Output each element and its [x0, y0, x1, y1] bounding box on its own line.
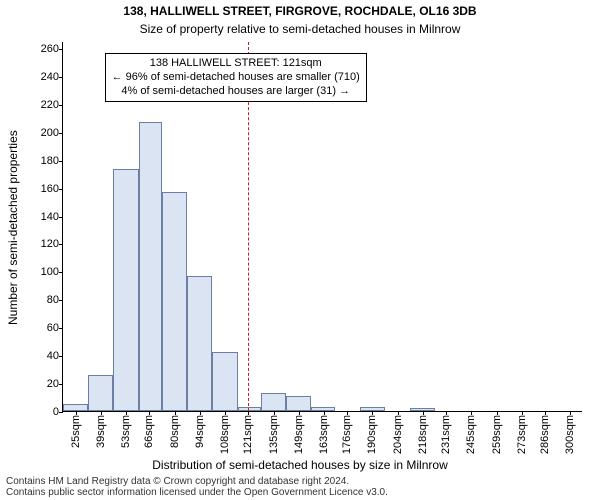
histogram-bar — [212, 352, 237, 411]
chart-container: 138, HALLIWELL STREET, FIRGROVE, ROCHDAL… — [0, 0, 600, 500]
chart-title-line1: 138, HALLIWELL STREET, FIRGROVE, ROCHDAL… — [0, 4, 600, 18]
x-tick-label: 273sqm — [516, 415, 528, 454]
x-tick-label: 39sqm — [95, 415, 107, 448]
x-tick-label: 190sqm — [366, 415, 378, 454]
x-tick-label: 176sqm — [341, 415, 353, 454]
x-tick-label: 149sqm — [293, 415, 305, 454]
x-tick-label: 300sqm — [564, 415, 576, 454]
y-tick-label: 120 — [41, 238, 59, 250]
y-axis-label: Number of semi-detached properties — [6, 130, 20, 325]
x-axis-label: Distribution of semi-detached houses by … — [0, 458, 600, 472]
x-tick-label: 25sqm — [70, 415, 82, 448]
y-tick-mark — [59, 49, 63, 50]
y-tick-label: 60 — [47, 322, 59, 334]
y-tick-label: 140 — [41, 211, 59, 223]
footer-line2: Contains public sector information licen… — [6, 487, 388, 498]
footer-line1: Contains HM Land Registry data © Crown c… — [6, 476, 388, 487]
x-tick-label: 135sqm — [268, 415, 280, 454]
x-tick-label: 204sqm — [392, 415, 404, 454]
histogram-bar — [63, 404, 88, 411]
histogram-bar — [360, 407, 385, 411]
x-tick-label: 286sqm — [539, 415, 551, 454]
x-tick-label: 121sqm — [242, 415, 254, 454]
y-tick-mark — [59, 161, 63, 162]
histogram-bar — [113, 169, 138, 411]
y-tick-mark — [59, 412, 63, 413]
y-tick-label: 40 — [47, 350, 59, 362]
y-tick-label: 100 — [41, 266, 59, 278]
y-tick-mark — [59, 105, 63, 106]
y-tick-label: 200 — [41, 127, 59, 139]
annotation-line: 138 HALLIWELL STREET: 121sqm — [112, 57, 360, 71]
y-tick-label: 260 — [41, 43, 59, 55]
y-tick-label: 240 — [41, 71, 59, 83]
histogram-bar — [187, 276, 212, 411]
y-tick-mark — [59, 384, 63, 385]
histogram-bar — [410, 408, 435, 411]
y-tick-label: 20 — [47, 378, 59, 390]
chart-title-line2: Size of property relative to semi-detach… — [0, 22, 600, 36]
y-tick-mark — [59, 217, 63, 218]
x-tick-label: 259sqm — [491, 415, 503, 454]
histogram-bar — [139, 122, 162, 411]
histogram-bar — [261, 393, 286, 411]
annotation-line: ← 96% of semi-detached houses are smalle… — [112, 71, 360, 85]
y-tick-mark — [59, 272, 63, 273]
y-tick-label: 180 — [41, 155, 59, 167]
x-tick-label: 66sqm — [143, 415, 155, 448]
y-tick-mark — [59, 328, 63, 329]
y-tick-label: 220 — [41, 99, 59, 111]
y-tick-mark — [59, 244, 63, 245]
histogram-bar — [162, 192, 187, 411]
y-tick-mark — [59, 133, 63, 134]
histogram-bar — [286, 396, 311, 411]
x-tick-label: 245sqm — [465, 415, 477, 454]
annotation-box: 138 HALLIWELL STREET: 121sqm← 96% of sem… — [105, 53, 367, 102]
x-tick-label: 231sqm — [440, 415, 452, 454]
x-tick-label: 108sqm — [219, 415, 231, 454]
y-tick-mark — [59, 189, 63, 190]
histogram-bar — [311, 407, 334, 411]
x-tick-label: 218sqm — [417, 415, 429, 454]
histogram-bar — [88, 375, 113, 411]
x-tick-label: 53sqm — [120, 415, 132, 448]
x-tick-label: 94sqm — [194, 415, 206, 448]
footer-text: Contains HM Land Registry data © Crown c… — [6, 476, 388, 498]
x-tick-label: 163sqm — [318, 415, 330, 454]
y-tick-mark — [59, 356, 63, 357]
annotation-line: 4% of semi-detached houses are larger (3… — [112, 85, 360, 99]
y-tick-mark — [59, 77, 63, 78]
y-tick-label: 80 — [47, 294, 59, 306]
y-tick-label: 160 — [41, 183, 59, 195]
x-tick-label: 80sqm — [169, 415, 181, 448]
y-tick-mark — [59, 300, 63, 301]
plot-area: 02040608010012014016018020022024026025sq… — [62, 42, 582, 412]
